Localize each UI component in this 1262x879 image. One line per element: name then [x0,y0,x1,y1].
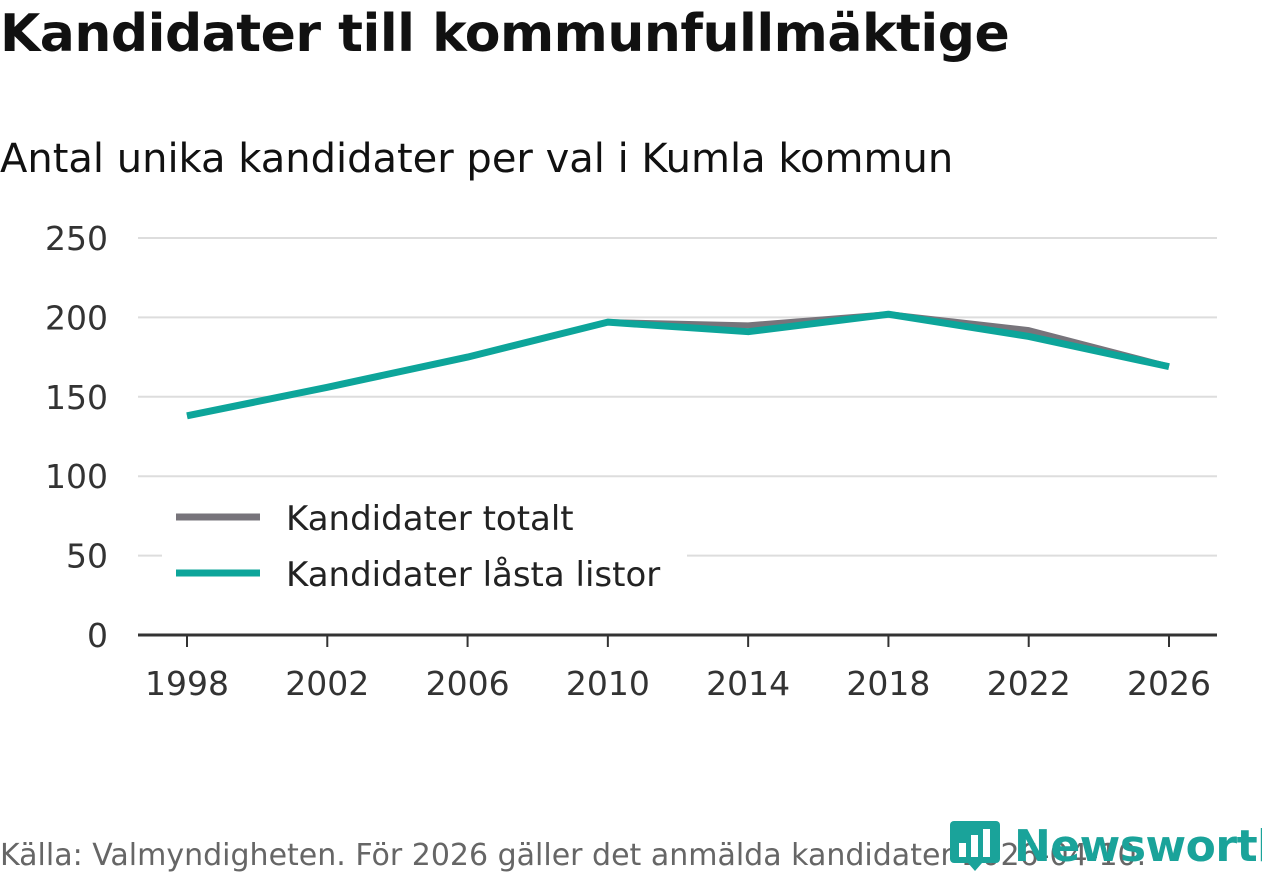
y-tick-label: 200 [45,298,108,337]
y-tick-label: 100 [45,457,108,496]
chart-subtitle: Antal unika kandidater per val i Kumla k… [0,136,954,182]
legend-label-totalt: Kandidater totalt [286,499,574,539]
legend-background [162,488,687,600]
bar-chart-logo-icon [950,821,1000,871]
newsworthy-logo: Newsworthy [950,818,1262,874]
y-axis-ticks: 0 50 100 150 200 250 [45,219,108,655]
chart-title: Kandidater till kommunfullmäktige [0,4,1010,64]
y-tick-label: 250 [45,219,108,258]
x-tick-label: 2026 [1127,664,1211,703]
x-tick-label: 2022 [987,664,1071,703]
series-lines [186,310,1170,420]
y-tick-label: 0 [87,616,108,655]
x-axis: 1998 2002 2006 2010 2014 2018 2022 2026 [138,633,1217,703]
x-tick-label: 2006 [426,664,510,703]
series-line-lasta [186,310,1170,420]
x-tick-label: 2002 [285,664,369,703]
x-tick-label: 1998 [145,664,229,703]
logo-text: Newsworthy [1014,820,1262,872]
x-tick-label: 2014 [706,664,790,703]
y-tick-label: 150 [45,378,108,417]
x-tick-label: 2010 [566,664,650,703]
legend-label-lasta: Kandidater låsta listor [286,555,660,595]
y-tick-label: 50 [66,537,108,576]
x-tick-label: 2018 [846,664,930,703]
legend: Kandidater totalt Kandidater låsta listo… [162,488,687,600]
